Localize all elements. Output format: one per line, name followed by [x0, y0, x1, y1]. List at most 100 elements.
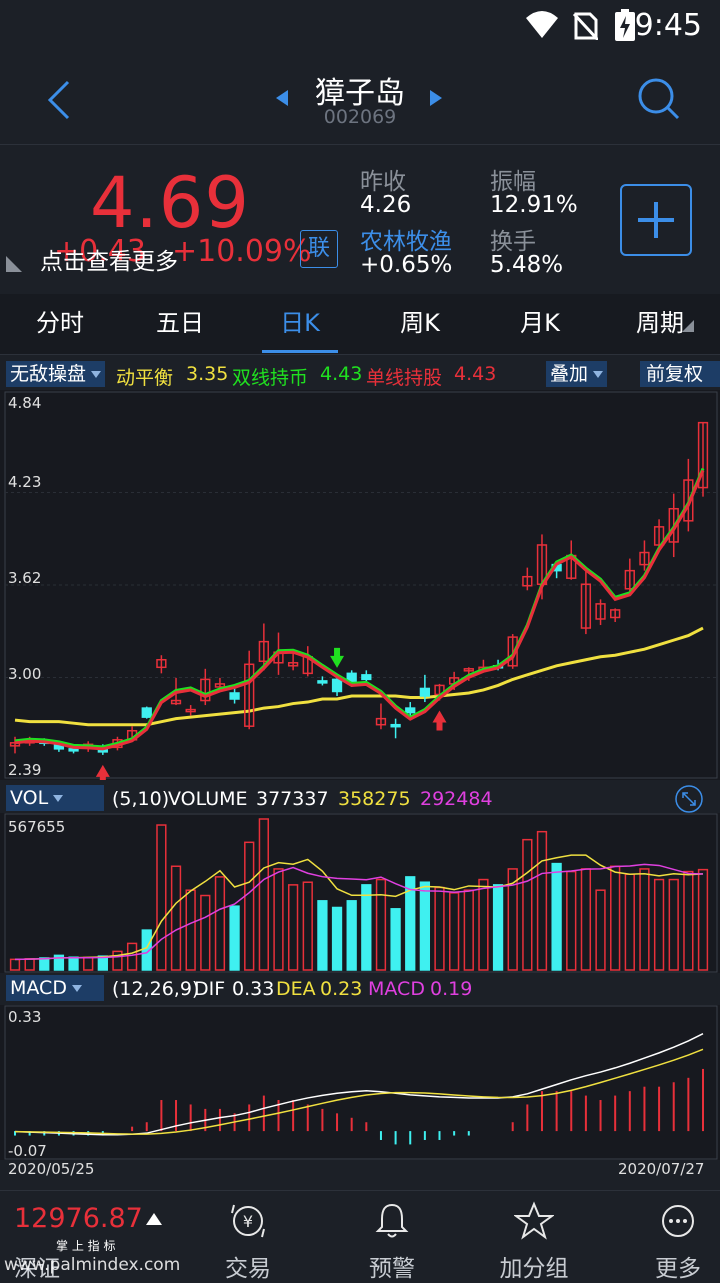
indicator-row: 无敌操盘 动平衡 3.35 双线持币 4.43 单线持股 4.43 叠加 前复权: [0, 358, 720, 390]
price-change-pct: +10.09%: [172, 234, 312, 269]
volume-bar: [551, 862, 562, 971]
tab-period[interactable]: 周期: [636, 309, 684, 337]
corner-triangle-icon: [6, 256, 22, 272]
candle-body: [185, 708, 196, 713]
macd-header: MACD (12,26,9) DIF 0.33 DEA 0.23 MACD 0.…: [0, 973, 720, 1003]
date-end: 2020/07/27: [618, 1160, 705, 1178]
sx-value: 4.43: [320, 363, 363, 385]
volume-bar: [258, 818, 269, 971]
fullscreen-icon[interactable]: [674, 784, 704, 814]
volume-bar: [302, 881, 313, 971]
macd-dropdown-label: MACD: [10, 977, 67, 999]
volume-bar: [112, 950, 123, 971]
tab-monthly-k[interactable]: 月K: [520, 309, 560, 337]
candle-body: [287, 662, 299, 667]
buy-arrow-icon: [432, 710, 447, 731]
clock: 9:45: [634, 8, 702, 43]
next-stock-icon[interactable]: [428, 88, 444, 108]
sector-change: +0.65%: [360, 252, 453, 278]
volume-bar: [653, 878, 665, 971]
dif-label: DIF: [194, 978, 226, 1000]
search-icon[interactable]: [636, 76, 682, 122]
candle-body: [361, 674, 372, 681]
volume-chart[interactable]: [0, 813, 720, 973]
macd-axis-bottom: -0.07: [8, 1142, 47, 1160]
macd-dropdown[interactable]: MACD: [6, 975, 104, 1001]
adjust-label: 前复权: [646, 363, 704, 385]
candlestick-chart[interactable]: [0, 390, 720, 780]
price-axis-3: 3.62: [8, 569, 42, 587]
watermark: www.palmindex.com: [4, 1255, 181, 1275]
sx-label: 双线持币: [232, 367, 309, 389]
star-icon: [514, 1201, 554, 1240]
vol-ma10-value: 292484: [420, 788, 493, 810]
nav-more-label: 更多: [655, 1256, 701, 1282]
quote-panel[interactable]: 4.69 +0.43 +10.09% 点击查看更多 联 昨收 4.26 农林牧渔…: [0, 146, 720, 292]
candle-body: [170, 699, 182, 705]
linked-button[interactable]: 联: [300, 230, 338, 268]
nav-alert-label: 预警: [369, 1256, 415, 1282]
macd-label: MACD: [368, 978, 425, 1000]
vol-params: (5,10): [112, 788, 170, 810]
volume-bar: [478, 878, 489, 971]
volume-axis-max: 567655: [8, 818, 66, 836]
tab-daily-k[interactable]: 日K: [280, 309, 320, 337]
macd-value: 0.19: [430, 978, 473, 1000]
candle-body: [610, 609, 621, 619]
overlay-dropdown[interactable]: 叠加: [546, 361, 608, 387]
volume-bar: [170, 865, 182, 971]
volume-bar: [68, 956, 79, 971]
wifi-icon: [526, 11, 558, 38]
add-watchlist-button[interactable]: [620, 184, 692, 256]
volume-bar: [346, 900, 357, 971]
tab-five-day[interactable]: 五日: [156, 309, 204, 337]
svg-text:¥: ¥: [243, 1212, 253, 1231]
volume-bar: [492, 884, 504, 971]
amplitude-value: 12.91%: [490, 192, 578, 218]
sell-arrow-icon: [330, 647, 345, 668]
tab-weekly-k[interactable]: 周K: [400, 309, 440, 337]
up-triangle-icon: [146, 1213, 162, 1225]
turnover-value: 5.48%: [490, 252, 564, 278]
tab-intraday[interactable]: 分时: [36, 309, 84, 337]
vol-volume-value: 377337: [256, 788, 329, 810]
price-change: +0.43: [54, 234, 146, 269]
last-price: 4.69: [90, 162, 250, 244]
sector-label[interactable]: 农林牧渔: [360, 229, 452, 255]
candle-body: [214, 683, 226, 688]
indicator-dropdown[interactable]: 无敌操盘: [6, 361, 106, 387]
volume-bar: [126, 942, 138, 971]
nav-add-group-label: 加分组: [499, 1256, 569, 1282]
volume-header: VOL (5,10) VOLUME 377337 358275 292484: [0, 783, 720, 813]
nav-trade-label: 交易: [225, 1256, 271, 1282]
volume-bar: [361, 884, 372, 971]
amplitude-label: 振幅: [490, 169, 536, 195]
volume-bar: [419, 881, 431, 971]
adjust-button[interactable]: 前复权: [640, 361, 720, 387]
volume-bar: [331, 906, 343, 971]
macd-chart[interactable]: [0, 1005, 720, 1160]
view-more-tooltip[interactable]: 点击查看更多: [40, 249, 178, 275]
volume-bar: [683, 870, 694, 971]
volume-bar: [668, 878, 679, 971]
candle-body: [624, 569, 635, 590]
period-dropdown-icon: [682, 320, 694, 332]
volume-ma10-line: [14, 863, 704, 961]
candle-body: [595, 603, 606, 620]
volume-bar: [697, 868, 709, 971]
trend-line-green: [14, 467, 705, 749]
candle-body: [331, 678, 343, 693]
candle-body: [390, 723, 401, 728]
date-start: 2020/05/25: [8, 1160, 95, 1178]
vol-volume-label: VOLUME: [168, 788, 248, 810]
prev-stock-icon[interactable]: [274, 88, 290, 108]
dea-value: 0.23: [320, 978, 363, 1000]
back-arrow-icon[interactable]: [44, 78, 74, 122]
candle-body: [375, 717, 387, 726]
volume-bar: [273, 868, 284, 971]
candle-body: [229, 692, 240, 700]
period-tabs: 分时 五日 日K 周K 月K 周期: [0, 294, 720, 355]
price-axis-2: 4.23: [8, 473, 42, 491]
volume-dropdown[interactable]: VOL: [6, 785, 104, 811]
trend-line-red: [14, 469, 705, 751]
